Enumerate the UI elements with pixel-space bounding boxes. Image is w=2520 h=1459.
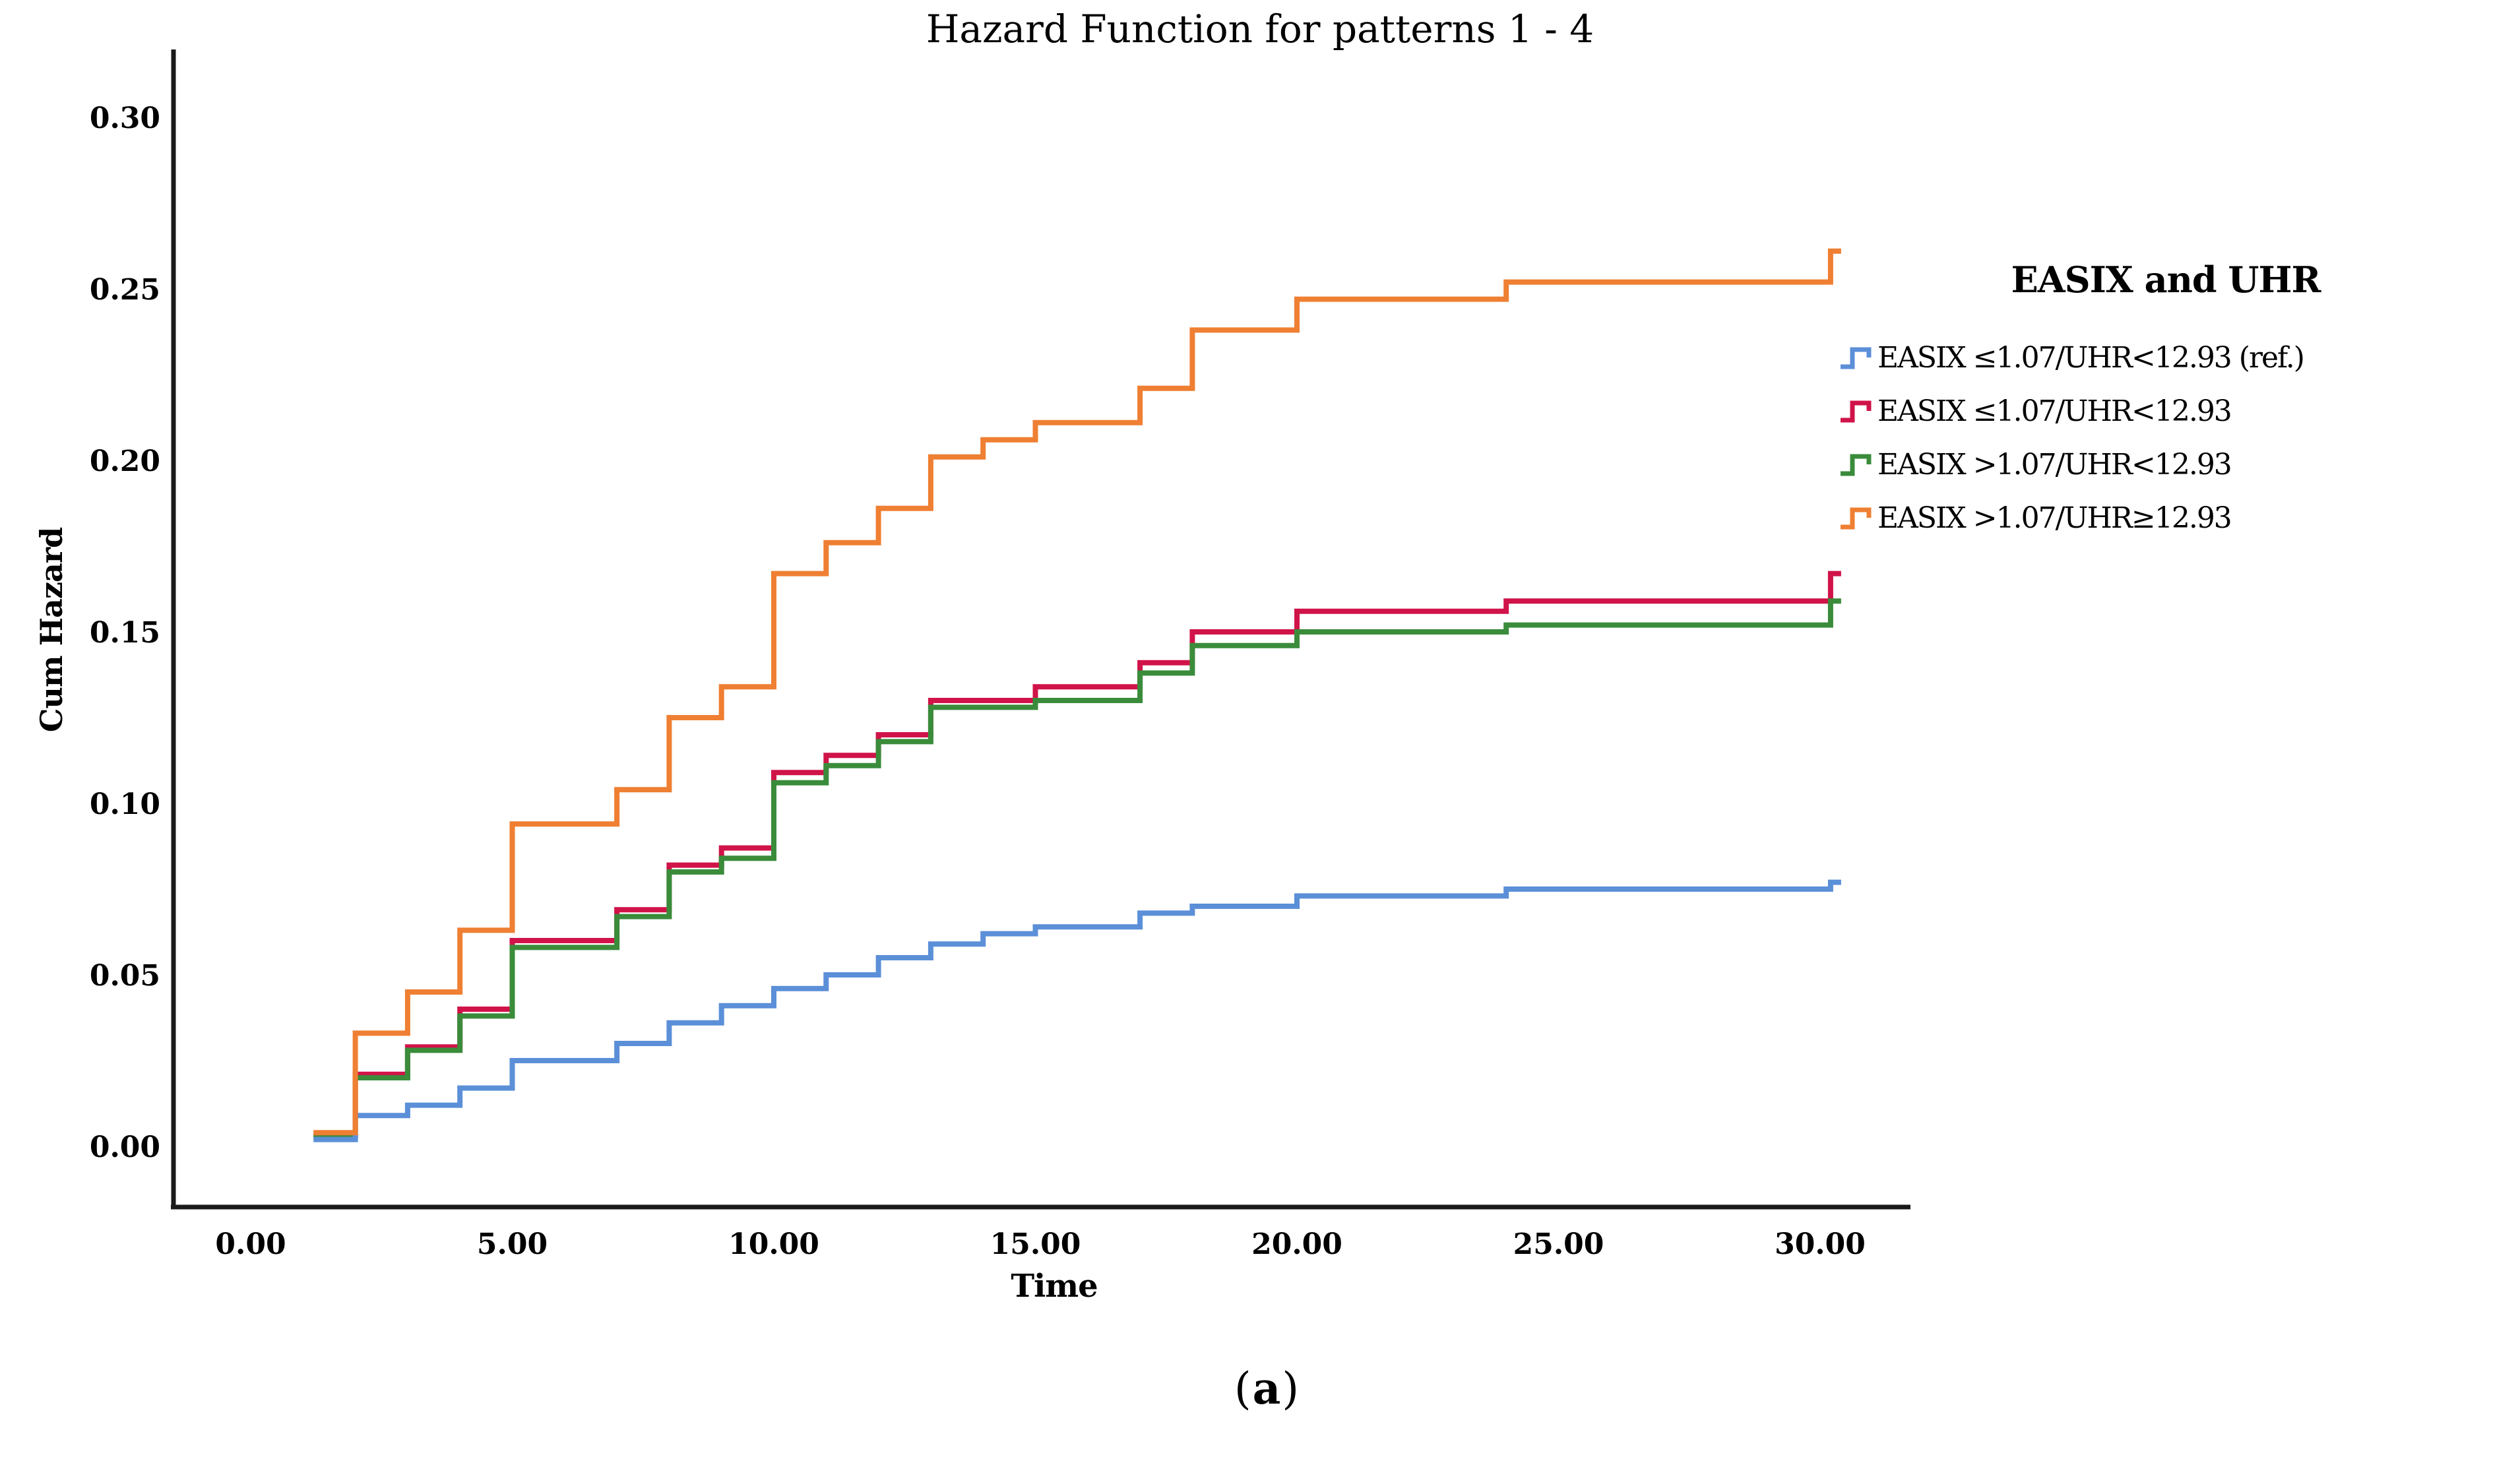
legend-item-label: EASIX >1.07/UHR<12.93: [1877, 448, 2232, 481]
x-axis-tick-labels: 0.00 5.00 10.00 15.00 20.00 25.00 30.00: [215, 1227, 1865, 1261]
series-curve-0: [313, 879, 1841, 1142]
legend: EASIX and UHR EASIX ≤1.07/UHR<12.93 (ref…: [1839, 259, 2499, 545]
y-tick-label-0.10: 0.10: [90, 788, 160, 821]
legend-item-label: EASIX ≤1.07/UHR<12.93 (ref.): [1877, 341, 2305, 375]
y-tick-label-0.00: 0.00: [90, 1131, 160, 1164]
series-curve-3: [313, 248, 1841, 1136]
legend-item-1: EASIX ≤1.07/UHR<12.93: [1839, 385, 2499, 438]
chart-title: Hazard Function for patterns 1 - 4: [926, 7, 1594, 51]
y-tick-label-0.25: 0.25: [90, 273, 160, 307]
x-tick-label-15.00: 15.00: [990, 1227, 1081, 1261]
x-tick-label-0.00: 0.00: [215, 1227, 286, 1261]
y-axis-title: Cum Hazard: [34, 527, 69, 733]
legend-item-label: EASIX ≤1.07/UHR<12.93: [1877, 394, 2232, 428]
y-tick-label-0.05: 0.05: [90, 959, 160, 993]
x-tick-label-25.00: 25.00: [1513, 1227, 1604, 1261]
legend-item-list: EASIX ≤1.07/UHR<12.93 (ref.) EASIX ≤1.07/…: [1839, 331, 2499, 545]
legend-step-swatch-icon: [1841, 400, 1872, 422]
x-tick-label-10.00: 10.00: [728, 1227, 819, 1261]
legend-item-0: EASIX ≤1.07/UHR<12.93 (ref.): [1839, 331, 2499, 385]
legend-item-label: EASIX >1.07/UHR≥12.93: [1877, 501, 2232, 535]
x-tick-label-20.00: 20.00: [1251, 1227, 1342, 1261]
legend-step-swatch-icon: [1841, 347, 1872, 369]
y-tick-label-0.20: 0.20: [90, 445, 160, 478]
x-tick-label-5.00: 5.00: [477, 1227, 548, 1261]
caption-letter: a: [1252, 1363, 1282, 1414]
caption-open-paren: (: [1234, 1363, 1253, 1414]
y-axis-tick-labels: 0.00 0.05 0.10 0.15 0.20 0.25 0.30: [90, 102, 160, 1164]
legend-title: EASIX and UHR: [2011, 259, 2321, 301]
subfigure-caption: (a): [1234, 1363, 1300, 1414]
y-tick-label-0.15: 0.15: [90, 616, 160, 650]
caption-close-paren: ): [1282, 1363, 1301, 1414]
legend-step-swatch-icon: [1841, 454, 1872, 476]
x-tick-label-30.00: 30.00: [1775, 1227, 1866, 1261]
y-tick-label-0.30: 0.30: [90, 102, 160, 135]
x-axis-title: Time: [1011, 1268, 1098, 1305]
legend-step-swatch-icon: [1841, 507, 1872, 529]
series-curve-2: [313, 598, 1841, 1139]
legend-item-2: EASIX >1.07/UHR<12.93: [1839, 438, 2499, 491]
hazard-step-curves: [313, 248, 1841, 1142]
legend-item-3: EASIX >1.07/UHR≥12.93: [1839, 491, 2499, 545]
series-curve-1: [313, 571, 1841, 1139]
